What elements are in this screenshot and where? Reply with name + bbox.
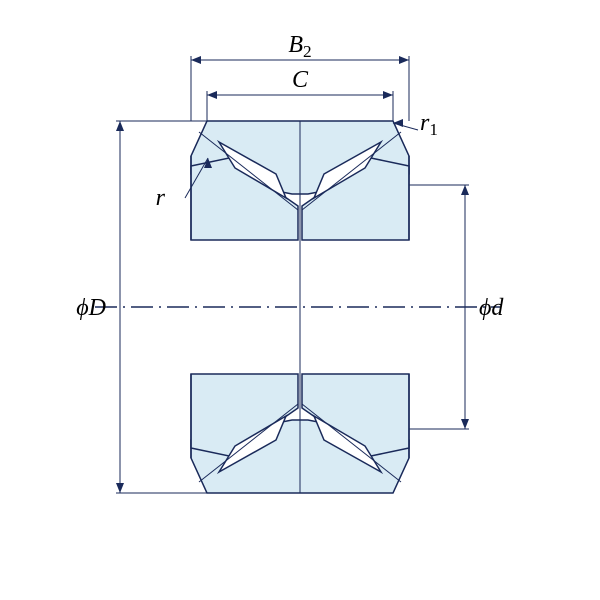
dim-label-C: C: [292, 67, 309, 93]
dim-label-r1: r1: [420, 110, 438, 139]
dim-label-r: r: [156, 185, 166, 211]
dim-label-B2: B2: [288, 32, 311, 61]
dim-label-phiD: ϕD: [76, 295, 106, 321]
dim-label-phid: ϕd: [479, 295, 504, 321]
